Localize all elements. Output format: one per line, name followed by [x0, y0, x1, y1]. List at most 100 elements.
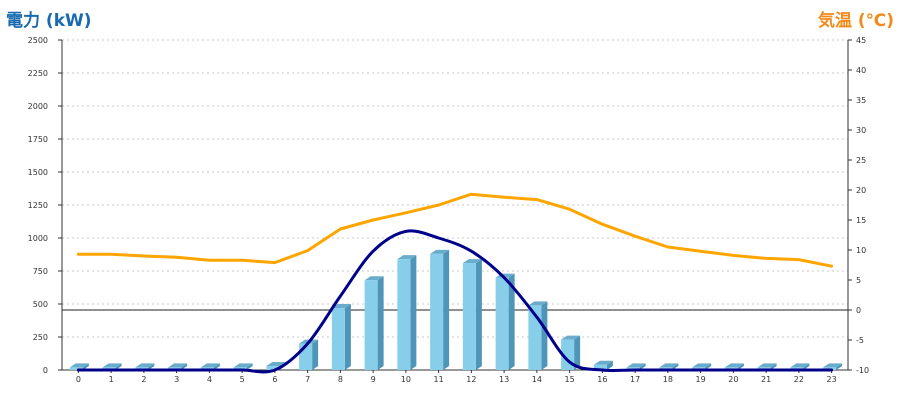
power-bar-side	[377, 276, 384, 370]
power-bar-top	[724, 363, 744, 368]
x-tick-label: 5	[240, 375, 245, 384]
power-bar-side	[672, 363, 679, 370]
power-bar-front	[462, 263, 476, 370]
x-tick-label: 22	[794, 375, 804, 384]
power-bar-front	[397, 259, 411, 370]
left-tick-label: 0	[43, 366, 48, 375]
power-bar	[69, 363, 89, 370]
power-bar-top	[266, 362, 286, 367]
power-bar-top	[659, 363, 679, 368]
left-tick-label: 2500	[28, 36, 48, 45]
power-bar	[331, 303, 351, 370]
x-tick-label: 2	[141, 375, 146, 384]
power-bar	[593, 360, 613, 370]
temperature-line	[76, 192, 834, 268]
x-tick-label: 10	[401, 375, 411, 384]
right-tick-label: 45	[856, 36, 866, 45]
x-tick-label: 23	[827, 375, 837, 384]
x-tick-label: 14	[532, 375, 542, 384]
right-tick-label: 25	[856, 156, 866, 165]
power-bar-top	[200, 363, 220, 368]
power-bar	[430, 249, 450, 370]
power-bar-side	[836, 363, 843, 370]
x-tick-label: 1	[109, 375, 114, 384]
right-tick-label: 20	[856, 186, 866, 195]
x-tick-label: 13	[499, 375, 509, 384]
x-tick-label: 9	[371, 375, 376, 384]
power-bar-side	[803, 363, 810, 370]
power-bar-side	[246, 363, 253, 370]
x-tick-label: 15	[565, 375, 575, 384]
power-bar-front	[495, 277, 509, 370]
power-bar-front	[430, 253, 444, 370]
power-bar-side	[508, 273, 515, 370]
right-tick-label: -5	[856, 336, 864, 345]
x-tick-label: 4	[207, 375, 212, 384]
power-bar-front	[528, 305, 542, 370]
left-tick-label: 250	[33, 333, 48, 342]
power-bar-top	[430, 249, 450, 254]
power-bar-side	[410, 255, 417, 370]
power-bar	[364, 276, 384, 370]
power-bar-top	[69, 363, 89, 368]
power-bar-side	[737, 363, 744, 370]
power-bar-top	[135, 363, 155, 368]
left-tick-label: 500	[33, 300, 48, 309]
power-bar-side	[770, 363, 777, 370]
right-tick-label: 35	[856, 96, 866, 105]
right-tick-label: 0	[856, 306, 861, 315]
x-tick-label: 12	[466, 375, 476, 384]
power-bar	[462, 259, 482, 370]
power-bar-top	[364, 276, 384, 281]
power-bar-top	[102, 363, 122, 368]
left-tick-label: 1750	[28, 135, 48, 144]
x-tick-label: 18	[663, 375, 673, 384]
power-bar-top	[528, 301, 548, 306]
power-bar-front	[266, 366, 280, 370]
left-tick-label: 2000	[28, 102, 48, 111]
power-bar-side	[541, 301, 548, 370]
x-tick-label: 11	[434, 375, 444, 384]
power-bar-side	[115, 363, 122, 370]
power-bar-side	[639, 363, 646, 370]
power-bar-top	[593, 360, 613, 365]
power-bar-top	[626, 363, 646, 368]
power-bar-top	[168, 363, 188, 368]
right-tick-label: 40	[856, 66, 866, 75]
x-tick-label: 8	[338, 375, 343, 384]
x-tick-label: 7	[305, 375, 310, 384]
power-bar-top	[233, 363, 253, 368]
power-bar-front	[364, 280, 378, 370]
power-bar-top	[331, 303, 351, 308]
power-bar-top	[561, 335, 581, 340]
x-tick-label: 17	[630, 375, 640, 384]
right-tick-label: 15	[856, 216, 866, 225]
right-tick-label: 10	[856, 246, 866, 255]
x-tick-label: 16	[597, 375, 607, 384]
power-bar-top	[397, 255, 417, 260]
x-tick-label: 0	[76, 375, 81, 384]
power-bar	[561, 335, 581, 370]
x-tick-label: 19	[696, 375, 706, 384]
power-bar-side	[443, 249, 450, 370]
power-bar-top	[790, 363, 810, 368]
left-tick-label: 1500	[28, 168, 48, 177]
power-bar-side	[606, 360, 613, 370]
power-bar-side	[475, 259, 482, 370]
power-bar	[495, 273, 515, 370]
x-tick-label: 21	[761, 375, 771, 384]
left-tick-label: 750	[33, 267, 48, 276]
power-bar-front	[331, 307, 345, 370]
x-tick-label: 3	[174, 375, 179, 384]
right-tick-label: 30	[856, 126, 866, 135]
right-tick-label: 5	[856, 276, 861, 285]
left-tick-label: 1250	[28, 201, 48, 210]
left-tick-label: 1000	[28, 234, 48, 243]
x-tick-label: 20	[728, 375, 738, 384]
power-bar-front	[593, 364, 607, 370]
power-bar-side	[312, 339, 319, 370]
power-bar-side	[705, 363, 712, 370]
power-bar-front	[69, 367, 83, 370]
x-tick-label: 6	[272, 375, 277, 384]
